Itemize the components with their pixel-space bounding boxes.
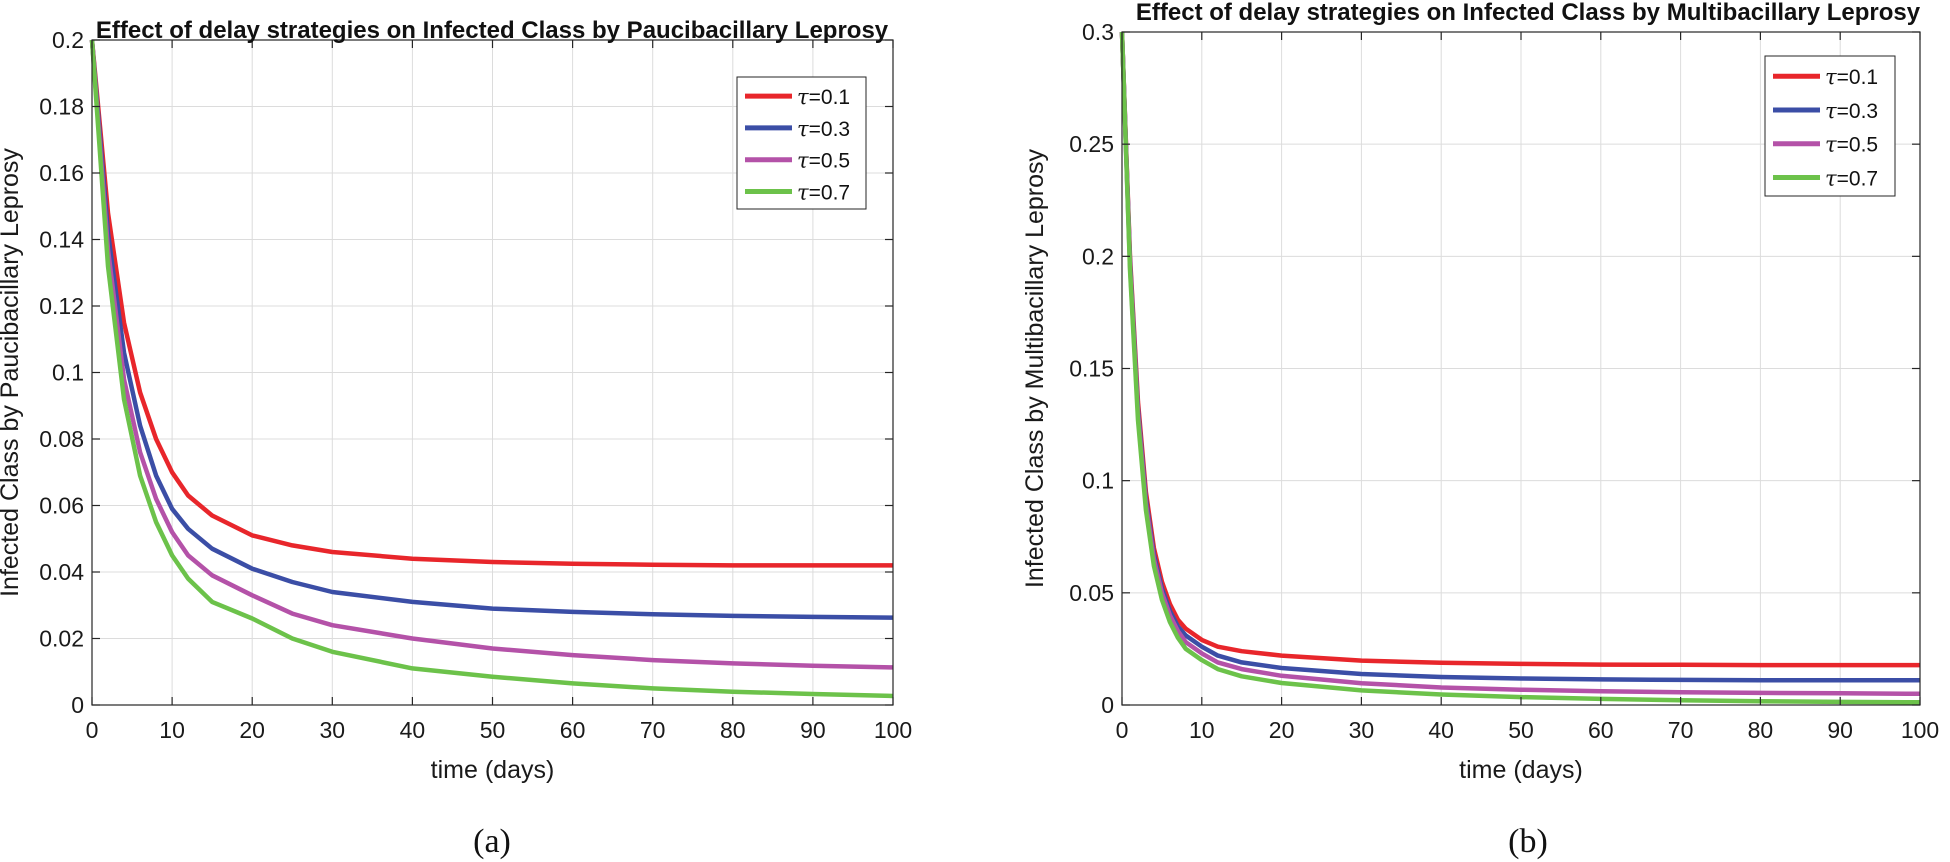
legend-tau-symbol: τ xyxy=(797,149,809,173)
chart-title: Effect of delay strategies on Infected C… xyxy=(96,17,889,44)
y-tick-label: 0.14 xyxy=(39,227,84,253)
x-tick-label: 70 xyxy=(640,717,666,743)
legend-value: =0.3 xyxy=(1837,100,1878,123)
x-tick-label: 80 xyxy=(720,717,746,743)
legend-label: τ=0.1 xyxy=(797,85,850,109)
x-tick-label: 0 xyxy=(1116,717,1129,743)
x-tick-label: 10 xyxy=(1189,717,1215,743)
legend-label: τ=0.7 xyxy=(1825,166,1878,190)
y-tick-label: 0.05 xyxy=(1069,580,1114,606)
x-tick-label: 40 xyxy=(400,717,426,743)
legend-box xyxy=(1764,55,1896,197)
series-line-tau-0-1 xyxy=(89,39,893,568)
panel-caption: (b) xyxy=(1508,823,1548,860)
y-tick-label: 0 xyxy=(1101,692,1114,718)
legend-value: =0.1 xyxy=(809,86,850,109)
x-tick-label: 100 xyxy=(874,717,912,743)
legend-label: τ=0.1 xyxy=(1825,65,1878,89)
legend-label: τ=0.7 xyxy=(797,181,850,205)
legend-label: τ=0.5 xyxy=(1825,133,1878,157)
chart-title: Effect of delay strategies on Infected C… xyxy=(1136,0,1921,26)
y-tick-label: 0.15 xyxy=(1069,356,1114,382)
y-tick-label: 0.12 xyxy=(39,293,84,319)
y-tick-label: 0.02 xyxy=(39,626,84,652)
y-tick-label: 0.16 xyxy=(39,160,84,186)
legend-tau-symbol: τ xyxy=(1825,133,1837,157)
legend-tau-symbol: τ xyxy=(1825,65,1837,89)
x-tick-label: 50 xyxy=(480,717,506,743)
y-tick-label: 0.06 xyxy=(39,493,84,519)
x-tick-label: 20 xyxy=(1269,717,1295,743)
y-tick-label: 0.3 xyxy=(1082,19,1114,45)
legend-box xyxy=(736,76,867,210)
y-tick-label: 0.25 xyxy=(1069,131,1114,157)
x-tick-label: 70 xyxy=(1668,717,1694,743)
y-tick-label: 0 xyxy=(71,692,84,718)
legend-label: τ=0.5 xyxy=(797,149,850,173)
legend-tau-symbol: τ xyxy=(797,85,809,109)
legend-value: =0.7 xyxy=(809,182,850,205)
x-tick-label: 30 xyxy=(1349,717,1375,743)
legend-tau-symbol: τ xyxy=(1825,99,1837,123)
panel-caption: (a) xyxy=(473,823,511,860)
x-axis-label: time (days) xyxy=(431,756,555,784)
legend-value: =0.7 xyxy=(1837,167,1878,190)
series-line-tau-0-3 xyxy=(89,39,894,620)
x-tick-label: 60 xyxy=(560,717,586,743)
x-axis-label: time (days) xyxy=(1459,756,1583,784)
legend-value: =0.1 xyxy=(1837,66,1878,89)
y-tick-label: 0.1 xyxy=(1082,468,1114,494)
legend-value: =0.3 xyxy=(809,118,850,141)
y-tick-label: 0.2 xyxy=(52,27,84,53)
series-line-tau-0-7 xyxy=(89,39,894,699)
x-tick-label: 10 xyxy=(159,717,185,743)
legend-tau-symbol: τ xyxy=(797,181,809,205)
y-axis-label: Infected Class by Paucibacillary Leprosy xyxy=(0,148,24,597)
y-tick-label: 0.1 xyxy=(52,360,84,386)
legend-value: =0.5 xyxy=(1837,134,1878,157)
y-tick-label: 0.18 xyxy=(39,94,84,120)
y-tick-label: 0.04 xyxy=(39,559,84,585)
series-line-tau-0-5 xyxy=(89,39,894,670)
legend-label: τ=0.3 xyxy=(1825,99,1878,123)
series-line-tau-0-7 xyxy=(1119,31,1921,705)
legend-tau-symbol: τ xyxy=(1825,166,1837,190)
legend-value: =0.5 xyxy=(809,150,850,173)
chart-panel-b: 0 10 20 30 40 50 60 70 80 90 100 0 0.05 0.1 0.15 0.2 0.2… xyxy=(1021,0,1939,860)
x-tick-label: 20 xyxy=(239,717,265,743)
x-tick-label: 90 xyxy=(800,717,826,743)
legend-label: τ=0.3 xyxy=(797,117,850,141)
x-tick-label: 30 xyxy=(320,717,346,743)
x-tick-label: 50 xyxy=(1508,717,1534,743)
x-tick-label: 60 xyxy=(1588,717,1614,743)
x-tick-label: 0 xyxy=(86,717,99,743)
x-tick-label: 40 xyxy=(1428,717,1454,743)
legend-tau-symbol: τ xyxy=(797,117,809,141)
x-tick-label: 80 xyxy=(1748,717,1774,743)
chart-panel-a: 0 10 20 30 40 50 60 70 80 90 100 0 0.02 0.04 0.06 0.08 0… xyxy=(0,17,912,860)
y-axis-label: Infected Class by Multibacillary Leprosy xyxy=(1021,148,1049,588)
x-tick-label: 90 xyxy=(1827,717,1853,743)
legend: τ=0.1τ=0.3τ=0.5τ=0.7 xyxy=(1764,55,1896,197)
x-tick-label: 100 xyxy=(1901,717,1939,743)
legend: τ=0.1τ=0.3τ=0.5τ=0.7 xyxy=(736,76,867,210)
y-tick-label: 0.2 xyxy=(1082,243,1114,269)
y-tick-label: 0.08 xyxy=(39,426,84,452)
